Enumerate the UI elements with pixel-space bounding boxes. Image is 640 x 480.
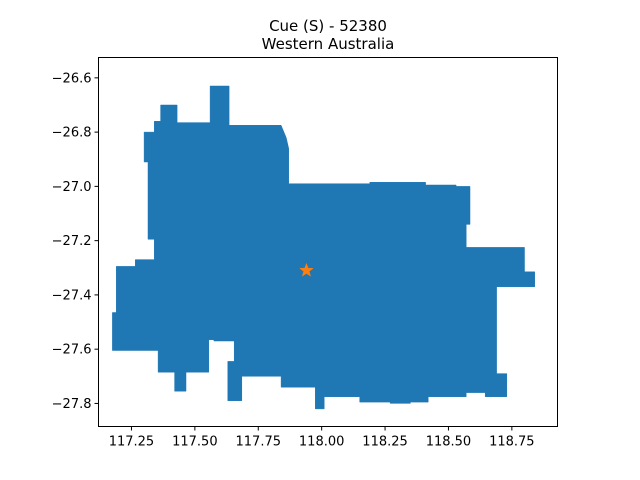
- x-axis: 117.25 117.50 117.75 118.00 118.25 118.50 118.…: [109, 426, 535, 450]
- region-boundary: [112, 85, 535, 410]
- x-tick-label: 118.25: [362, 435, 408, 450]
- x-tick-label: 117.50: [172, 435, 218, 450]
- location-star-marker: [299, 262, 314, 277]
- x-tick-label: 118.75: [489, 435, 535, 450]
- y-tick-label: −27.0: [52, 180, 92, 195]
- map-subtitle: Western Australia: [262, 35, 395, 53]
- y-tick-label: −27.8: [52, 397, 92, 412]
- plot-area: [112, 85, 535, 410]
- y-axis: −26.6 −26.8 −27.0 −27.2 −27.4 −27.6 −27.8: [52, 71, 99, 412]
- x-tick-label: 117.75: [236, 435, 282, 450]
- y-tick-label: −26.6: [52, 71, 92, 86]
- x-tick-label: 118.00: [299, 435, 345, 450]
- y-tick-label: −26.8: [52, 126, 92, 141]
- x-tick-label: 117.25: [109, 435, 155, 450]
- map-title: Cue (S) - 52380: [269, 17, 387, 35]
- y-tick-label: −27.6: [52, 343, 92, 358]
- y-tick-label: −27.4: [52, 288, 92, 303]
- axes-frame: [98, 57, 558, 427]
- y-tick-label: −27.2: [52, 234, 92, 249]
- x-tick-label: 118.50: [426, 435, 472, 450]
